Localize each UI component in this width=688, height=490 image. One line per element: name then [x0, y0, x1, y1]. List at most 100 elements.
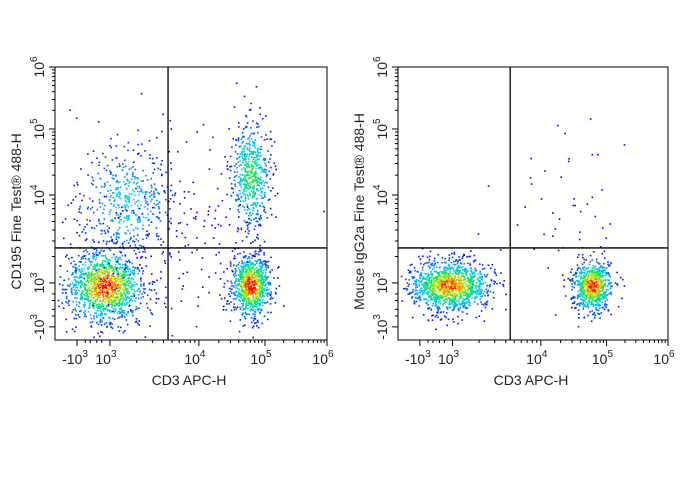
data-point — [249, 300, 251, 303]
data-point — [253, 272, 255, 275]
data-point — [182, 285, 184, 287]
data-point — [84, 232, 87, 234]
data-point — [451, 256, 454, 259]
data-point — [59, 276, 62, 278]
data-point — [156, 279, 158, 282]
data-point — [226, 165, 228, 167]
data-point — [410, 292, 412, 294]
data-point — [110, 267, 113, 270]
data-point — [229, 265, 232, 267]
data-point — [127, 268, 130, 271]
data-point — [428, 287, 431, 289]
data-point — [239, 156, 241, 158]
data-point — [255, 302, 257, 304]
data-point — [254, 152, 257, 154]
data-point — [88, 274, 90, 276]
data-point — [400, 275, 403, 278]
data-point — [110, 321, 112, 324]
data-point — [453, 308, 455, 311]
data-point — [109, 259, 111, 262]
data-point — [406, 288, 409, 290]
data-point — [265, 269, 267, 271]
data-point — [107, 289, 109, 291]
data-point — [66, 270, 69, 273]
data-point — [267, 199, 270, 201]
data-point — [228, 128, 230, 130]
data-point — [83, 194, 85, 197]
data-point — [69, 109, 71, 111]
data-point — [117, 290, 120, 293]
data-point — [438, 267, 441, 269]
data-point — [81, 268, 83, 270]
data-point — [407, 285, 409, 287]
data-point — [257, 296, 259, 299]
data-point — [78, 234, 81, 237]
data-point — [438, 283, 440, 285]
data-point — [88, 277, 90, 279]
data-point — [182, 272, 184, 275]
data-point — [215, 254, 217, 256]
data-point — [94, 295, 97, 298]
data-point — [259, 312, 261, 315]
data-point — [252, 132, 255, 135]
data-point — [97, 172, 100, 175]
data-point — [192, 217, 195, 219]
data-point — [132, 198, 135, 201]
data-point — [250, 176, 253, 178]
data-point — [71, 311, 74, 313]
data-point — [446, 279, 449, 282]
data-point — [459, 289, 461, 292]
data-point — [275, 216, 277, 218]
data-point — [434, 290, 436, 292]
data-point — [245, 221, 247, 224]
data-point — [242, 281, 245, 284]
data-point — [256, 296, 258, 298]
data-point — [455, 260, 457, 262]
data-point — [74, 308, 77, 310]
data-point — [466, 313, 468, 315]
data-point — [260, 283, 263, 286]
data-point — [262, 158, 265, 161]
data-point — [220, 224, 222, 227]
data-point — [446, 306, 448, 309]
data-point — [239, 293, 241, 296]
data-point — [247, 195, 249, 198]
data-point — [447, 282, 449, 285]
data-point — [218, 243, 221, 245]
data-point — [108, 170, 111, 172]
data-point — [414, 290, 417, 292]
data-point — [426, 302, 428, 304]
data-point — [264, 138, 266, 141]
data-point — [239, 300, 242, 303]
data-point — [239, 306, 241, 309]
data-point — [247, 171, 249, 173]
data-point — [481, 264, 484, 266]
data-point — [99, 202, 101, 205]
data-point — [240, 179, 242, 181]
data-point — [100, 249, 103, 252]
data-point — [261, 263, 264, 265]
data-point — [101, 280, 104, 282]
data-point — [112, 220, 114, 222]
data-point — [250, 262, 252, 265]
data-point — [252, 209, 254, 212]
data-point — [479, 292, 482, 295]
data-point — [220, 297, 223, 300]
data-point — [249, 285, 251, 288]
data-point — [99, 269, 101, 271]
data-point — [102, 263, 105, 266]
data-point — [433, 286, 435, 289]
data-point — [115, 282, 118, 285]
data-point — [121, 210, 124, 212]
data-point — [111, 240, 114, 243]
data-point — [447, 318, 450, 321]
data-point — [150, 177, 153, 180]
data-point — [243, 293, 245, 296]
data-point — [120, 251, 123, 254]
data-point — [108, 271, 111, 273]
data-point — [248, 153, 251, 155]
data-point — [255, 298, 258, 301]
data-point — [155, 189, 157, 191]
data-point — [446, 312, 448, 314]
data-point — [91, 176, 94, 179]
